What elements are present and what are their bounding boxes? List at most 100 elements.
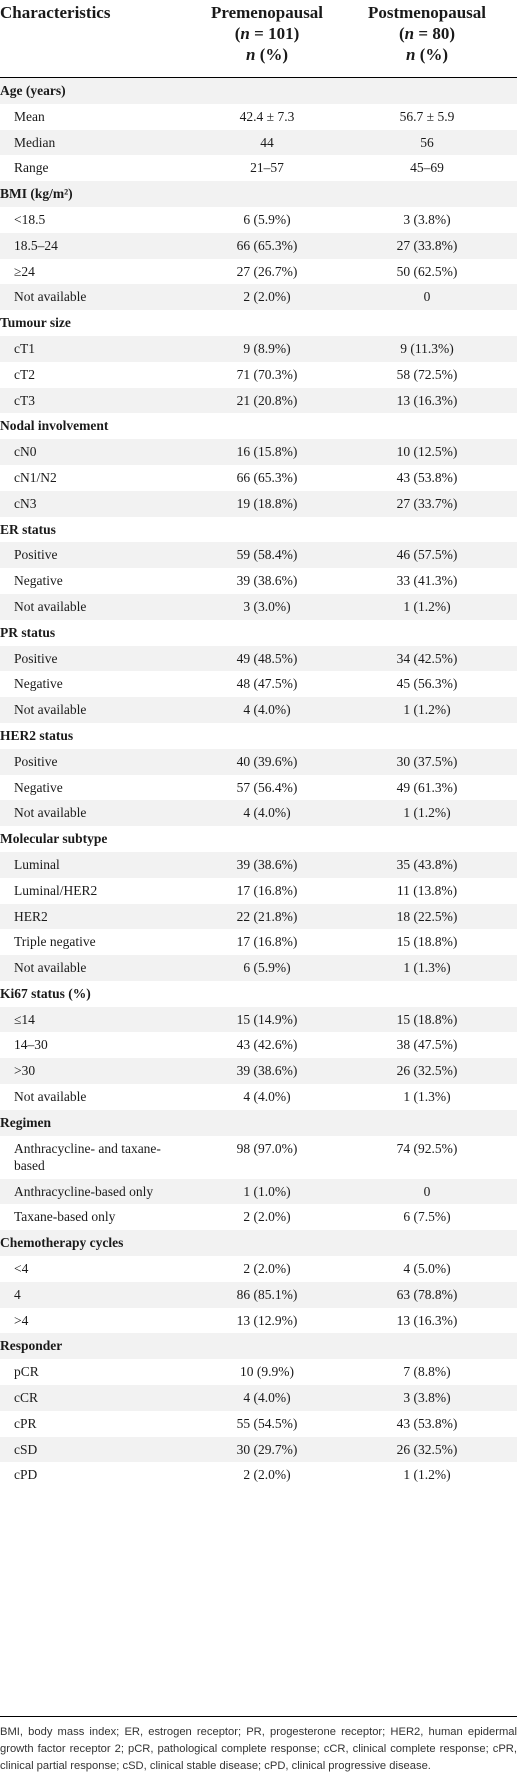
row-label: Not available <box>14 289 87 305</box>
row-label: Mean <box>14 108 45 124</box>
table-row: pCR 10 (9.9%) 7 (8.8%) <box>0 1359 517 1386</box>
premenopausal-value: 30 (29.7%) <box>236 1441 298 1457</box>
table-row: Not available 4 (4.0%) 1 (1.3%) <box>0 1084 517 1110</box>
table-row: cPD 2 (2.0%) 1 (1.2%) <box>0 1462 517 1489</box>
row-label: cN0 <box>14 444 37 460</box>
postmenopausal-value: 49 (61.3%) <box>396 779 458 795</box>
premenopausal-value: 9 (8.9%) <box>243 340 291 356</box>
row-label: Positive <box>14 547 58 563</box>
premenopausal-value: 48 (47.5%) <box>236 676 298 692</box>
n-var: n <box>245 45 256 64</box>
row-label: Not available <box>14 960 87 976</box>
row-label: cT2 <box>14 366 35 382</box>
row-label: ≤14 <box>14 1011 35 1027</box>
table-row: <4 2 (2.0%) 4 (5.0%) <box>0 1256 517 1282</box>
premenopausal-value: 42.4 ± 7.3 <box>239 108 295 124</box>
row-label: Positive <box>14 650 58 666</box>
postmenopausal-value: 46 (57.5%) <box>396 547 458 563</box>
category-row: Chemotherapy cycles <box>0 1230 517 1257</box>
category-row: Tumour size <box>0 310 517 336</box>
category-label: Responder <box>0 1338 63 1354</box>
table-row: >4 13 (12.9%) 13 (16.3%) <box>0 1307 517 1334</box>
category-label: HER2 status <box>0 727 74 743</box>
postmenopausal-value: 15 (18.8%) <box>396 1011 458 1027</box>
premenopausal-value: 22 (21.8%) <box>236 908 298 924</box>
table-row: Mean 42.4 ± 7.3 56.7 ± 5.9 <box>0 103 517 130</box>
category-row: Ki67 status (%) <box>0 980 517 1007</box>
premenopausal-value: 6 (5.9%) <box>243 211 291 227</box>
postmenopausal-value: 1 (1.2%) <box>403 1467 451 1483</box>
row-label: Range <box>14 160 49 176</box>
row-label: Not available <box>14 1089 87 1105</box>
n-value: = 80) <box>414 24 455 43</box>
table-row: cT3 21 (20.8%) 13 (16.3%) <box>0 387 517 414</box>
postmenopausal-value: 50 (62.5%) <box>396 263 458 279</box>
postmenopausal-value: 34 (42.5%) <box>396 650 458 666</box>
premenopausal-value: 39 (38.6%) <box>236 1063 298 1079</box>
premenopausal-value: 49 (48.5%) <box>236 650 298 666</box>
premenopausal-value: 1 (1.0%) <box>243 1183 291 1199</box>
n-value: = 101) <box>249 24 300 43</box>
row-label: >30 <box>14 1063 36 1079</box>
premenopausal-value: 6 (5.9%) <box>243 960 291 976</box>
postmenopausal-value: 33 (41.3%) <box>396 573 458 589</box>
premenopausal-value: 57 (56.4%) <box>236 779 298 795</box>
premenopausal-value: 2 (2.0%) <box>243 1209 291 1225</box>
row-label: pCR <box>14 1364 39 1380</box>
table-row: Taxane-based only 2 (2.0%) 6 (7.5%) <box>0 1204 517 1231</box>
premenopausal-value: 39 (38.6%) <box>236 573 298 589</box>
row-label: cN1/N2 <box>14 469 57 485</box>
row-label: Negative <box>14 779 63 795</box>
table-header: Characteristics Premenopausal (n = 101) … <box>0 0 517 78</box>
postmenopausal-value: 6 (7.5%) <box>403 1209 451 1225</box>
premenopausal-value: 15 (14.9%) <box>236 1011 298 1027</box>
row-label: cT3 <box>14 392 35 408</box>
table-row: Negative 48 (47.5%) 45 (56.3%) <box>0 671 517 698</box>
row-label: HER2 <box>14 908 48 924</box>
table-row: Positive 59 (58.4%) 46 (57.5%) <box>0 542 517 569</box>
table-bottom-rule <box>0 1716 517 1717</box>
n-var: n <box>405 45 416 64</box>
table-row: cCR 4 (4.0%) 3 (3.8%) <box>0 1385 517 1411</box>
table-row: Range 21–57 45–69 <box>0 155 517 182</box>
postmenopausal-value: 4 (5.0%) <box>403 1261 451 1277</box>
category-row: PR status <box>0 619 517 646</box>
row-label: Taxane-based only <box>14 1209 116 1225</box>
table-row: HER2 22 (21.8%) 18 (22.5%) <box>0 903 517 930</box>
category-label: Nodal involvement <box>0 418 109 434</box>
table-row: Not available 4 (4.0%) 1 (1.2%) <box>0 697 517 723</box>
postmenopausal-value: 30 (37.5%) <box>396 753 458 769</box>
table-row: Anthracycline- and taxane-based 98 (97.0%… <box>0 1135 517 1179</box>
category-label: Regimen <box>0 1114 51 1130</box>
row-label: 18.5–24 <box>14 237 58 253</box>
postmenopausal-value: 58 (72.5%) <box>396 366 458 382</box>
postmenopausal-value: 43 (53.8%) <box>396 469 458 485</box>
header-postmenopausal-n: (n = 80) <box>367 23 487 44</box>
premenopausal-value: 4 (4.0%) <box>243 1089 291 1105</box>
premenopausal-value: 39 (38.6%) <box>236 856 298 872</box>
table-row: Negative 57 (56.4%) 49 (61.3%) <box>0 774 517 801</box>
header-premenopausal-n: (n = 101) <box>207 23 327 44</box>
postmenopausal-value: 1 (1.2%) <box>403 598 451 614</box>
category-label: Ki67 status (%) <box>0 985 91 1001</box>
postmenopausal-value: 27 (33.7%) <box>396 495 458 511</box>
postmenopausal-value: 56 <box>420 134 434 150</box>
premenopausal-value: 71 (70.3%) <box>236 366 298 382</box>
table-body: Age (years) Mean 42.4 ± 7.3 56.7 ± 5.9 Media… <box>0 78 517 1489</box>
premenopausal-value: 16 (15.8%) <box>236 444 298 460</box>
row-label: cPD <box>14 1467 38 1483</box>
table-row: 14–30 43 (42.6%) 38 (47.5%) <box>0 1032 517 1059</box>
postmenopausal-value: 1 (1.3%) <box>403 1089 451 1105</box>
n-var: n <box>240 24 250 43</box>
row-label: <4 <box>14 1261 29 1277</box>
row-label: 14–30 <box>14 1037 48 1053</box>
category-label: Chemotherapy cycles <box>0 1235 124 1251</box>
postmenopausal-value: 45 (56.3%) <box>396 676 458 692</box>
row-label: Anthracycline-based only <box>14 1183 154 1199</box>
postmenopausal-value: 18 (22.5%) <box>396 908 458 924</box>
postmenopausal-value: 11 (13.8%) <box>396 882 458 898</box>
postmenopausal-value: 1 (1.3%) <box>403 960 451 976</box>
category-row: HER2 status <box>0 722 517 749</box>
row-label: >4 <box>14 1312 29 1328</box>
row-label: cCR <box>14 1390 39 1406</box>
